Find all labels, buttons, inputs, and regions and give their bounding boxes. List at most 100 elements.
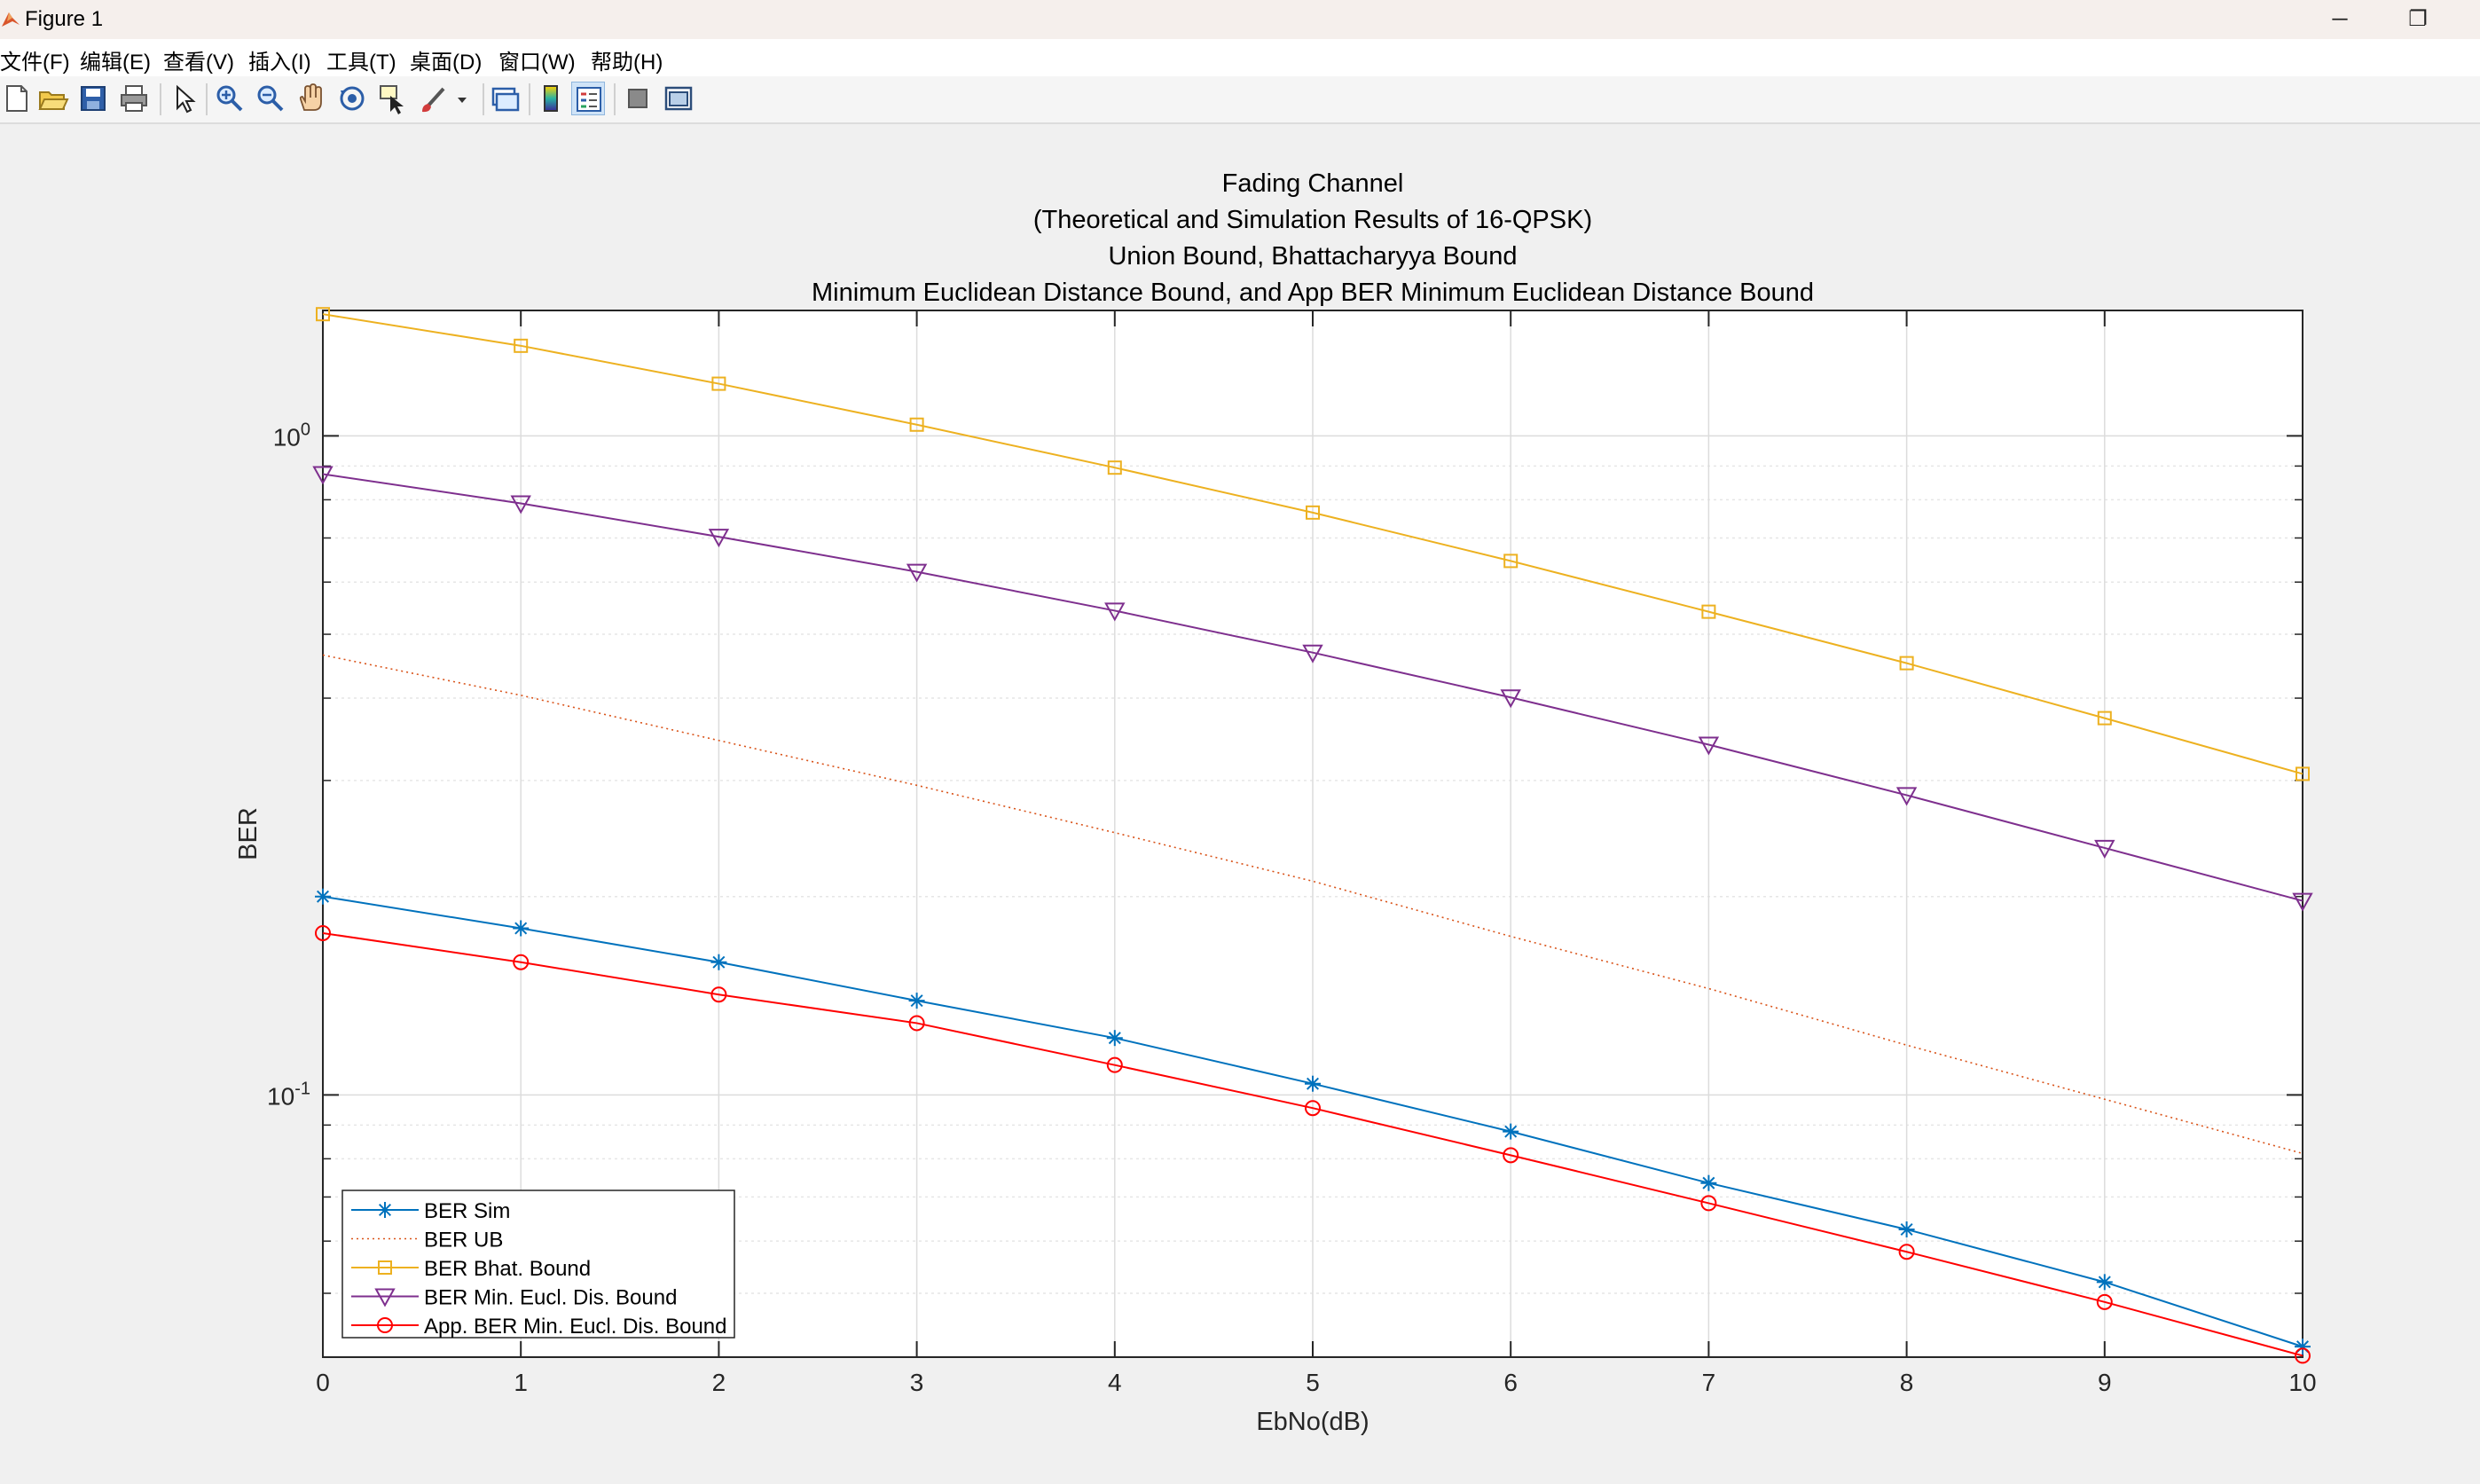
x-tick-label: 6 [1503,1369,1518,1396]
menu-tools[interactable]: 工具(T) [326,51,396,75]
window-title: Figure 1 [25,7,104,31]
restore-button[interactable]: ❐ [2408,7,2428,31]
x-tick-label: 1 [514,1369,528,1396]
data-point-marker [710,954,727,970]
menu-edit[interactable]: 编辑(E) [80,51,151,75]
data-point-marker [1306,505,1320,520]
data-point-marker [710,986,727,1003]
pan-hand-icon[interactable] [294,82,328,115]
data-point-marker [1106,1056,1123,1073]
x-tick-label: 8 [1900,1369,1914,1396]
legend-entry-label: BER Min. Eucl. Dis. Bound [424,1286,677,1310]
data-point-marker [2292,892,2313,912]
new-figure-icon[interactable] [0,82,34,115]
minimize-button[interactable]: ─ [2332,7,2348,31]
rotate-3d-icon[interactable] [335,82,369,115]
zoom-in-icon[interactable] [213,82,247,115]
x-tick-label: 0 [316,1369,330,1396]
chart-title-line: (Theoretical and Simulation Results of 1… [1033,206,1592,234]
data-point-marker [315,924,331,941]
brush-icon[interactable] [417,82,451,115]
brush-dropdown-icon[interactable] [452,82,474,115]
data-point-marker [510,495,531,514]
zoom-out-icon[interactable] [254,82,287,115]
data-point-marker [906,563,928,583]
data-point-marker [312,466,334,485]
data-point-marker [1700,1195,1717,1212]
data-point-marker [315,888,331,905]
data-point-marker [1898,1244,1915,1260]
legend-entry-label: BER UB [424,1229,503,1252]
print-icon[interactable] [117,82,151,115]
x-tick-label: 3 [910,1369,924,1396]
data-point-marker [1701,604,1716,619]
x-tick-label: 4 [1108,1369,1122,1396]
data-point-marker [1104,602,1126,622]
y-axis-label: BER [234,807,263,860]
data-point-marker [513,954,530,970]
data-point-marker [1698,736,1720,756]
data-point-marker [513,920,530,937]
legend-marker [377,1202,393,1218]
menu-insert[interactable]: 插入(I) [248,51,311,75]
x-tick-label: 5 [1306,1369,1320,1396]
figure-toolbar [0,76,2480,124]
legend-entry-label: App. BER Min. Eucl. Dis. Bound [424,1315,726,1339]
toolbar-separator [206,83,208,115]
chart-title-line: Fading Channel [1222,169,1404,198]
legend-icon[interactable] [571,82,605,115]
toolbar-separator [483,83,484,115]
data-point-marker [1700,1174,1717,1191]
data-point-marker [1898,1221,1915,1238]
data-point-marker [1503,1123,1519,1140]
data-cursor-icon[interactable] [376,82,410,115]
show-plot-tools-icon[interactable] [662,82,695,115]
x-tick-label: 7 [1702,1369,1716,1396]
data-point-marker [1895,787,1918,806]
colorbar-icon[interactable] [534,82,568,115]
data-point-marker [1503,554,1519,569]
x-tick-label: 2 [712,1369,726,1396]
open-file-icon[interactable] [35,82,69,115]
data-point-marker [2296,766,2310,781]
data-point-marker [2094,839,2115,859]
data-point-marker [2096,1274,2113,1291]
menu-desktop[interactable]: 桌面(D) [410,51,483,75]
menu-help[interactable]: 帮助(H) [591,51,663,75]
window-title-bar: Figure 1 ─ ❐ [0,0,2480,39]
save-icon[interactable] [76,82,110,115]
x-tick-label: 10 [2288,1369,2316,1396]
legend-entry-label: BER Sim [424,1199,510,1223]
toolbar-separator [529,83,530,115]
data-point-marker [1302,644,1323,663]
data-point-marker [2096,1293,2113,1310]
legend-box [341,1190,735,1339]
menu-bar: 文件(F) 编辑(E) 查看(V) 插入(I) 工具(T) 桌面(D) 窗口(W… [0,39,2480,76]
x-tick-label: 9 [2098,1369,2112,1396]
data-point-marker [708,529,730,548]
toolbar-separator [614,83,616,115]
edit-plot-arrow-icon[interactable] [167,82,200,115]
y-tick-label: 10-1 [267,1079,310,1110]
legend-entry-label: BER Bhat. Bound [424,1257,591,1281]
menu-file[interactable]: 文件(F) [0,51,70,75]
ber-chart[interactable]: 100 10-1 0 1 2 3 4 5 6 7 8 9 10 Fading Channel (Theore… [0,124,2480,1480]
y-tick-label: 100 [273,420,310,451]
series-line [322,313,2303,775]
data-point-marker [1500,689,1521,709]
link-plot-icon[interactable] [488,82,522,115]
data-point-marker [2097,711,2112,726]
hide-plot-tools-icon[interactable] [621,82,655,115]
data-point-marker [711,376,726,391]
chart-title-line: Union Bound, Bhattacharyya Bound [1108,242,1517,271]
data-point-marker [514,338,529,353]
chart-title-line: Minimum Euclidean Distance Bound, and Ap… [812,279,1814,307]
axes-box [322,310,2303,1358]
menu-view[interactable]: 查看(V) [163,51,234,75]
menu-window[interactable]: 窗口(W) [498,51,576,75]
legend-marker [378,1260,392,1275]
figure-canvas: 100 10-1 0 1 2 3 4 5 6 7 8 9 10 Fading Channel (Theore… [0,124,2480,1480]
toolbar-separator [160,83,161,115]
data-point-marker [909,417,924,432]
data-point-marker [316,307,330,322]
